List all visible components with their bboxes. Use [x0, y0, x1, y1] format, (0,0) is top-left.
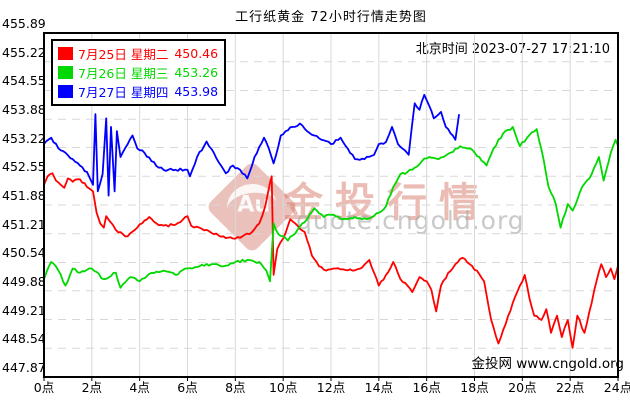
x-axis-label: 6点: [177, 380, 198, 395]
legend-label: 7月26日 星期三: [78, 66, 169, 81]
source-note: 金投网 www.cngold.org: [471, 356, 624, 372]
x-axis-label: 24点: [603, 380, 630, 395]
y-axis-label: 453.88: [2, 102, 46, 118]
legend-swatch-icon: [58, 47, 73, 60]
plot-border: [43, 32, 619, 378]
legend-value: 453.98: [174, 84, 219, 99]
y-axis-label: 450.54: [2, 245, 46, 261]
y-axis-label: 454.55: [2, 73, 46, 89]
x-axis-label: 20点: [508, 380, 537, 395]
x-axis-label: 16点: [412, 380, 441, 395]
beijing-time-label: 北京时间: [415, 42, 468, 57]
legend-label: 7月27日 星期四: [78, 85, 169, 100]
x-axis-label: 22点: [555, 380, 585, 395]
y-axis-label: 451.88: [2, 188, 46, 203]
legend-value: 453.26: [174, 65, 219, 80]
x-axis-label: 14点: [364, 380, 394, 395]
y-axis-label: 449.88: [2, 273, 46, 289]
x-axis-label: 18点: [460, 380, 489, 395]
x-axis-label: 12点: [316, 380, 346, 395]
x-axis-label: 4点: [129, 380, 150, 395]
legend-swatch-icon: [58, 66, 73, 79]
x-axis-label: 10点: [268, 380, 298, 395]
y-axis-label: 455.22: [2, 44, 46, 60]
legend-label: 7月25日 星期二: [78, 47, 169, 62]
x-axis-label: 8点: [225, 380, 246, 395]
series-line-2: [44, 126, 618, 289]
series-line-1: [44, 172, 618, 349]
beijing-time: 北京时间 2023-07-27 17:21:10: [416, 38, 610, 57]
legend-row: 7月25日 星期二 450.46: [58, 44, 218, 63]
y-axis-label: 452.55: [2, 159, 46, 175]
y-axis-label: 447.87: [2, 360, 46, 375]
y-axis-label: 448.54: [2, 331, 46, 347]
y-axis-label: 455.89: [2, 16, 46, 31]
beijing-time-value: 2023-07-27 17:21:10: [471, 42, 610, 57]
watermark-url-text: quote.cngold.org: [296, 206, 525, 235]
legend-value: 450.46: [174, 46, 219, 61]
y-axis-label: 449.21: [2, 302, 46, 318]
page-title: 工行纸黄金 72小时行情走势图: [235, 10, 427, 25]
y-axis-label: 453.22: [2, 130, 46, 146]
legend-swatch-icon: [58, 85, 73, 98]
legend: 7月25日 星期二 450.46 7月26日 星期三 453.26 7月27日 星期四 4…: [51, 39, 227, 106]
series-line-3: [44, 93, 460, 197]
y-axis-label: 451.21: [2, 216, 46, 232]
x-axis-label: 0点: [33, 380, 55, 395]
watermark-brand-text: 金投行情: [283, 180, 491, 226]
legend-row: 7月27日 星期四 453.98: [58, 82, 218, 101]
x-axis-label: 2点: [81, 380, 103, 395]
legend-row: 7月26日 星期三 453.26: [58, 63, 218, 82]
